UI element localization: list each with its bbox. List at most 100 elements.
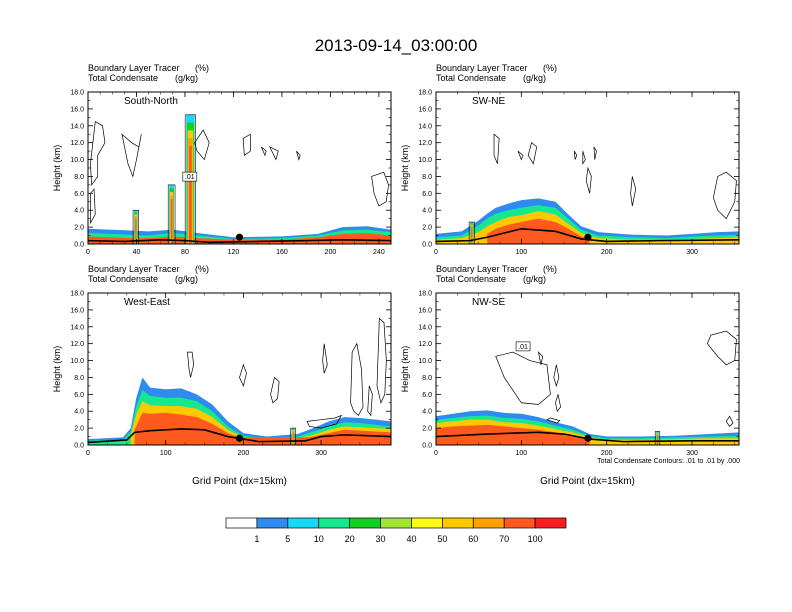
condensate-contour-2: [527, 142, 538, 165]
contour-label-box: [515, 341, 531, 352]
y-tick-label: 4.0: [422, 409, 432, 416]
convective-column-outline-0: [290, 427, 296, 445]
panel-title-tracer: Boundary Layer Tracer: [88, 264, 180, 274]
condensate-contour-1: [239, 363, 247, 387]
colorbar-box: [287, 517, 320, 529]
x-tick-label: 0: [86, 249, 90, 256]
y-tick-label: 6.0: [74, 392, 84, 399]
contour-label-box: [182, 171, 198, 182]
contour-label: .01: [185, 174, 195, 181]
chart-panel-west-east: Boundary Layer Tracer (%) Total Condensate…: [52, 264, 392, 487]
condensate-contour-5: [260, 146, 267, 157]
y-tick-label: 12.0: [418, 341, 432, 348]
colorbar-box: [256, 517, 289, 529]
y-axis-label: Height (km): [400, 346, 410, 393]
panel-unit-tracer: (%): [195, 264, 209, 274]
y-tick-label: 6.0: [422, 392, 432, 399]
x-tick-label: 300: [686, 249, 698, 256]
y-tick-label: 18.0: [70, 90, 84, 97]
colorbar-label: 40: [406, 534, 416, 544]
x-tick-label: 40: [133, 249, 141, 256]
y-tick-label: 6.0: [74, 191, 84, 198]
chart-panel-south-north: Boundary Layer Tracer (%) Total Condensate…: [52, 63, 392, 256]
convective-column-0: [135, 218, 137, 244]
y-axis-label: Height (km): [52, 145, 62, 192]
terrain-surface: [88, 428, 391, 444]
y-axis-label: Height (km): [400, 145, 410, 192]
colorbar-box: [503, 517, 536, 529]
condensate-contour-0: [90, 120, 106, 186]
y-tick-label: 10.0: [418, 358, 432, 365]
y-tick-label: 2.0: [74, 225, 84, 232]
convective-column-0: [471, 227, 473, 244]
condensate-contour-5: [585, 166, 592, 194]
panel-unit-tracer: (%): [543, 264, 557, 274]
condensate-contour-3: [555, 394, 561, 413]
tracer-layer-2: [88, 233, 391, 244]
condensate-contour-8: [713, 171, 737, 220]
convective-column-outline-0: [654, 431, 661, 445]
y-tick-label: 0.0: [74, 242, 84, 249]
colorbar-box: [442, 517, 474, 529]
x-tick-label: 100: [160, 450, 172, 457]
colorbar-box: [380, 517, 412, 529]
y-tick-label: 16.0: [418, 106, 432, 113]
panel-title-tracer: Boundary Layer Tracer: [88, 63, 180, 73]
x-tick-label: 100: [516, 249, 528, 256]
contour-label: .01: [518, 344, 528, 351]
y-tick-label: 2.0: [422, 426, 432, 433]
colorbar-box: [225, 517, 258, 529]
chart-panels: Boundary Layer Tracer (%) Total Condensate…: [52, 63, 740, 487]
y-tick-label: 4.0: [422, 208, 432, 215]
x-axis-label: Grid Point (dx=15km): [540, 476, 635, 487]
condensate-contour-5: [367, 385, 373, 417]
y-tick-label: 18.0: [418, 90, 432, 97]
panel-unit-condensate: (g/kg): [175, 73, 198, 83]
plot-area: .01: [436, 330, 739, 445]
plot-area: [436, 133, 739, 244]
y-tick-label: 16.0: [418, 307, 432, 314]
condensate-contour-6: [593, 146, 597, 160]
y-tick-label: 16.0: [70, 106, 84, 113]
x-tick-label: 200: [601, 249, 613, 256]
colorbar-label: 50: [437, 534, 447, 544]
convective-column-outline-0: [132, 209, 139, 244]
y-tick-label: 18.0: [418, 291, 432, 298]
y-tick-label: 8.0: [422, 375, 432, 382]
tracer-layer-3: [134, 412, 391, 445]
y-tick-label: 12.0: [70, 140, 84, 147]
panel-title-condensate: Total Condensate: [436, 274, 506, 284]
colorbar-box: [411, 517, 443, 529]
tracer-layer-3: [436, 424, 590, 445]
panel-unit-tracer: (%): [195, 63, 209, 73]
x-tick-label: 300: [686, 450, 698, 457]
condensate-contour-2: [270, 376, 280, 404]
condensate-contour-0: [187, 351, 195, 378]
condensate-contour-0: [493, 133, 500, 164]
x-tick-label: 200: [238, 450, 250, 457]
x-tick-label: 300: [315, 450, 327, 457]
contour-note: Total Condensate Contours: .01 to .01 by…: [597, 458, 740, 465]
y-tick-label: 14.0: [418, 324, 432, 331]
condensate-contour-6: [725, 415, 734, 427]
colorbar-label: 10: [314, 534, 324, 544]
convective-column-0: [657, 434, 659, 445]
y-tick-label: 12.0: [70, 341, 84, 348]
y-tick-label: 10.0: [70, 157, 84, 164]
condensate-contour-7: [630, 176, 637, 207]
convective-column-outline-0: [468, 221, 475, 244]
condensate-contour-7: [296, 150, 301, 161]
x-tick-label: 100: [516, 450, 528, 457]
colorbar-label: 30: [376, 534, 386, 544]
colorbar-label: 1: [254, 534, 259, 544]
y-tick-label: 2.0: [74, 426, 84, 433]
panel-unit-tracer: (%): [543, 63, 557, 73]
condensate-contour-7: [306, 414, 343, 429]
panel-title-condensate: Total Condensate: [88, 73, 158, 83]
y-tick-label: 8.0: [422, 174, 432, 181]
x-tick-label: 200: [325, 249, 337, 256]
condensate-contour-4: [350, 342, 364, 417]
panel-unit-condensate: (g/kg): [175, 274, 198, 284]
colorbar: 1 5 10 20 30 40 50 60 70 100: [225, 517, 567, 544]
x-tick-label: 80: [181, 249, 189, 256]
